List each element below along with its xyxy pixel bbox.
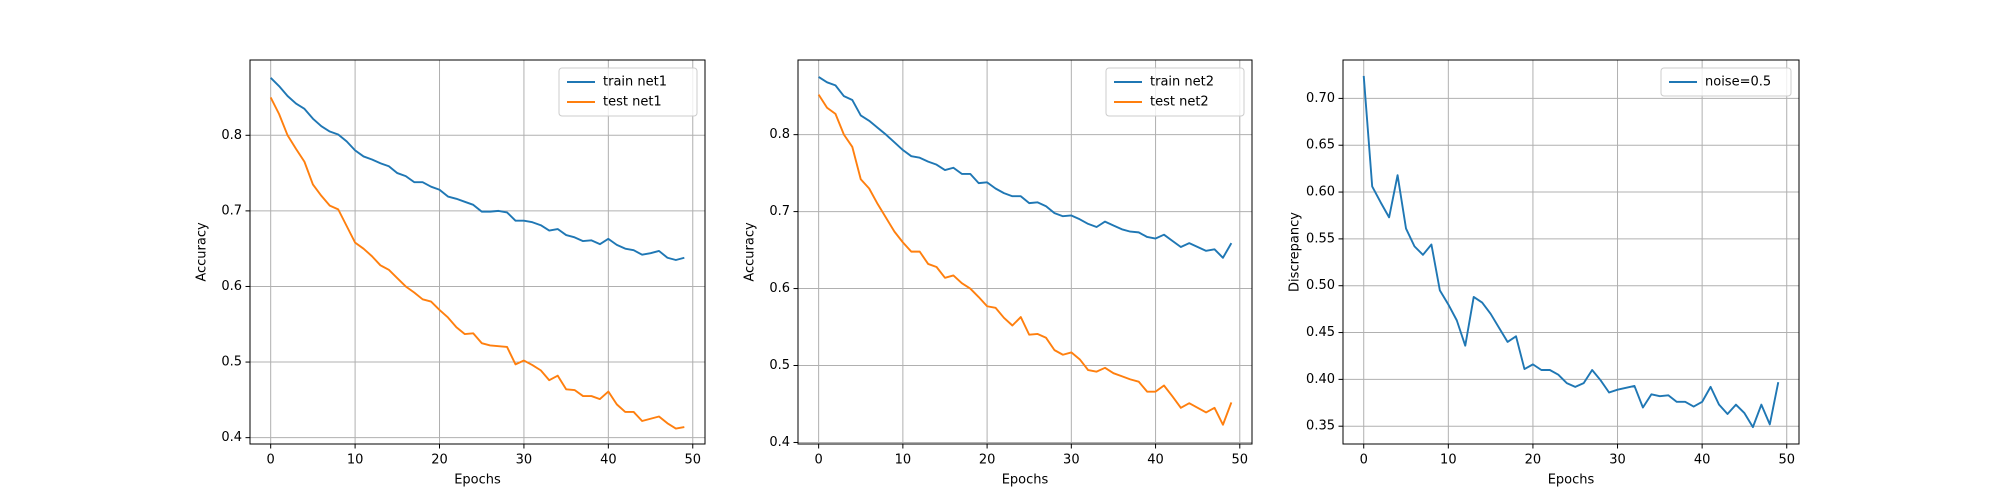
y-tick-label: 0.8 [221, 128, 242, 143]
x-tick-label: 20 [431, 453, 448, 468]
subplot: 0 10 20 30 40 50 0.35 0.40 0.45 0.50 0.55 0.60 0.65 0… [1288, 59, 1800, 488]
y-tick-label: 0.55 [1306, 231, 1335, 246]
x-tick-label: 10 [895, 453, 912, 468]
subplot: 0 10 20 30 40 50 0.4 0.5 0.6 0.7 0.8 Epochs Accuracy… [195, 59, 706, 488]
y-tick-label: 0.70 [1306, 91, 1335, 106]
line-series [270, 77, 685, 261]
y-tick-label: 0.8 [769, 127, 790, 142]
line-series [1362, 75, 1780, 429]
subplot: 0 10 20 30 40 50 0.4 0.5 0.6 0.7 0.8 Epochs Accuracy… [743, 59, 1253, 488]
line-series [817, 94, 1233, 426]
y-tick-label: 0.45 [1306, 325, 1335, 340]
x-tick-label: 30 [516, 453, 533, 468]
x-tick-label: 40 [600, 453, 617, 468]
x-tick-label: 20 [1525, 453, 1542, 468]
x-tick-label: 20 [979, 453, 996, 468]
legend-label: test net1 [603, 95, 662, 110]
x-tick-label: 10 [1440, 453, 1457, 468]
y-tick-label: 0.5 [769, 358, 790, 373]
x-tick-label: 30 [1609, 453, 1626, 468]
x-axis-label: Epochs [1548, 473, 1595, 488]
y-tick-label: 0.65 [1306, 138, 1335, 153]
y-tick-label: 0.40 [1306, 372, 1335, 387]
x-tick-label: 50 [1778, 453, 1795, 468]
x-tick-label: 0 [267, 453, 275, 468]
y-tick-label: 0.4 [221, 430, 242, 445]
legend-label: noise=0.5 [1705, 75, 1771, 90]
line-series [269, 97, 685, 430]
x-axis-label: Epochs [1002, 473, 1049, 488]
axes-frame [797, 59, 1253, 445]
x-tick-label: 50 [684, 453, 701, 468]
legend: noise=0.5 [1660, 67, 1792, 97]
x-tick-label: 0 [814, 453, 822, 468]
axes-frame [1342, 59, 1800, 445]
line-series [818, 76, 1233, 259]
legend-box [558, 67, 698, 117]
y-tick-label: 0.60 [1306, 185, 1335, 200]
x-tick-label: 30 [1063, 453, 1080, 468]
y-axis-label: Accuracy [743, 222, 758, 282]
y-tick-label: 0.6 [221, 279, 242, 294]
x-axis-label: Epochs [454, 473, 501, 488]
legend-label: test net2 [1150, 95, 1209, 110]
y-axis-label: Accuracy [195, 222, 210, 282]
legend-label: train net1 [603, 75, 667, 90]
y-tick-label: 0.35 [1306, 419, 1335, 434]
x-tick-label: 0 [1360, 453, 1368, 468]
legend-label: train net2 [1150, 75, 1214, 90]
y-tick-label: 0.6 [769, 281, 790, 296]
y-tick-label: 0.50 [1306, 278, 1335, 293]
legend-box [1105, 67, 1245, 117]
y-tick-label: 0.4 [769, 435, 790, 450]
legend-box [1660, 67, 1792, 97]
axes-frame [249, 59, 706, 445]
x-tick-label: 40 [1694, 453, 1711, 468]
legend: train net1 test net1 [558, 67, 698, 117]
y-tick-label: 0.5 [221, 355, 242, 370]
x-tick-label: 10 [347, 453, 364, 468]
y-axis-label: Discrepancy [1288, 212, 1303, 292]
y-tick-label: 0.7 [221, 203, 242, 218]
x-tick-label: 40 [1147, 453, 1164, 468]
y-tick-label: 0.7 [769, 204, 790, 219]
x-tick-label: 50 [1232, 453, 1249, 468]
legend: train net2 test net2 [1105, 67, 1245, 117]
